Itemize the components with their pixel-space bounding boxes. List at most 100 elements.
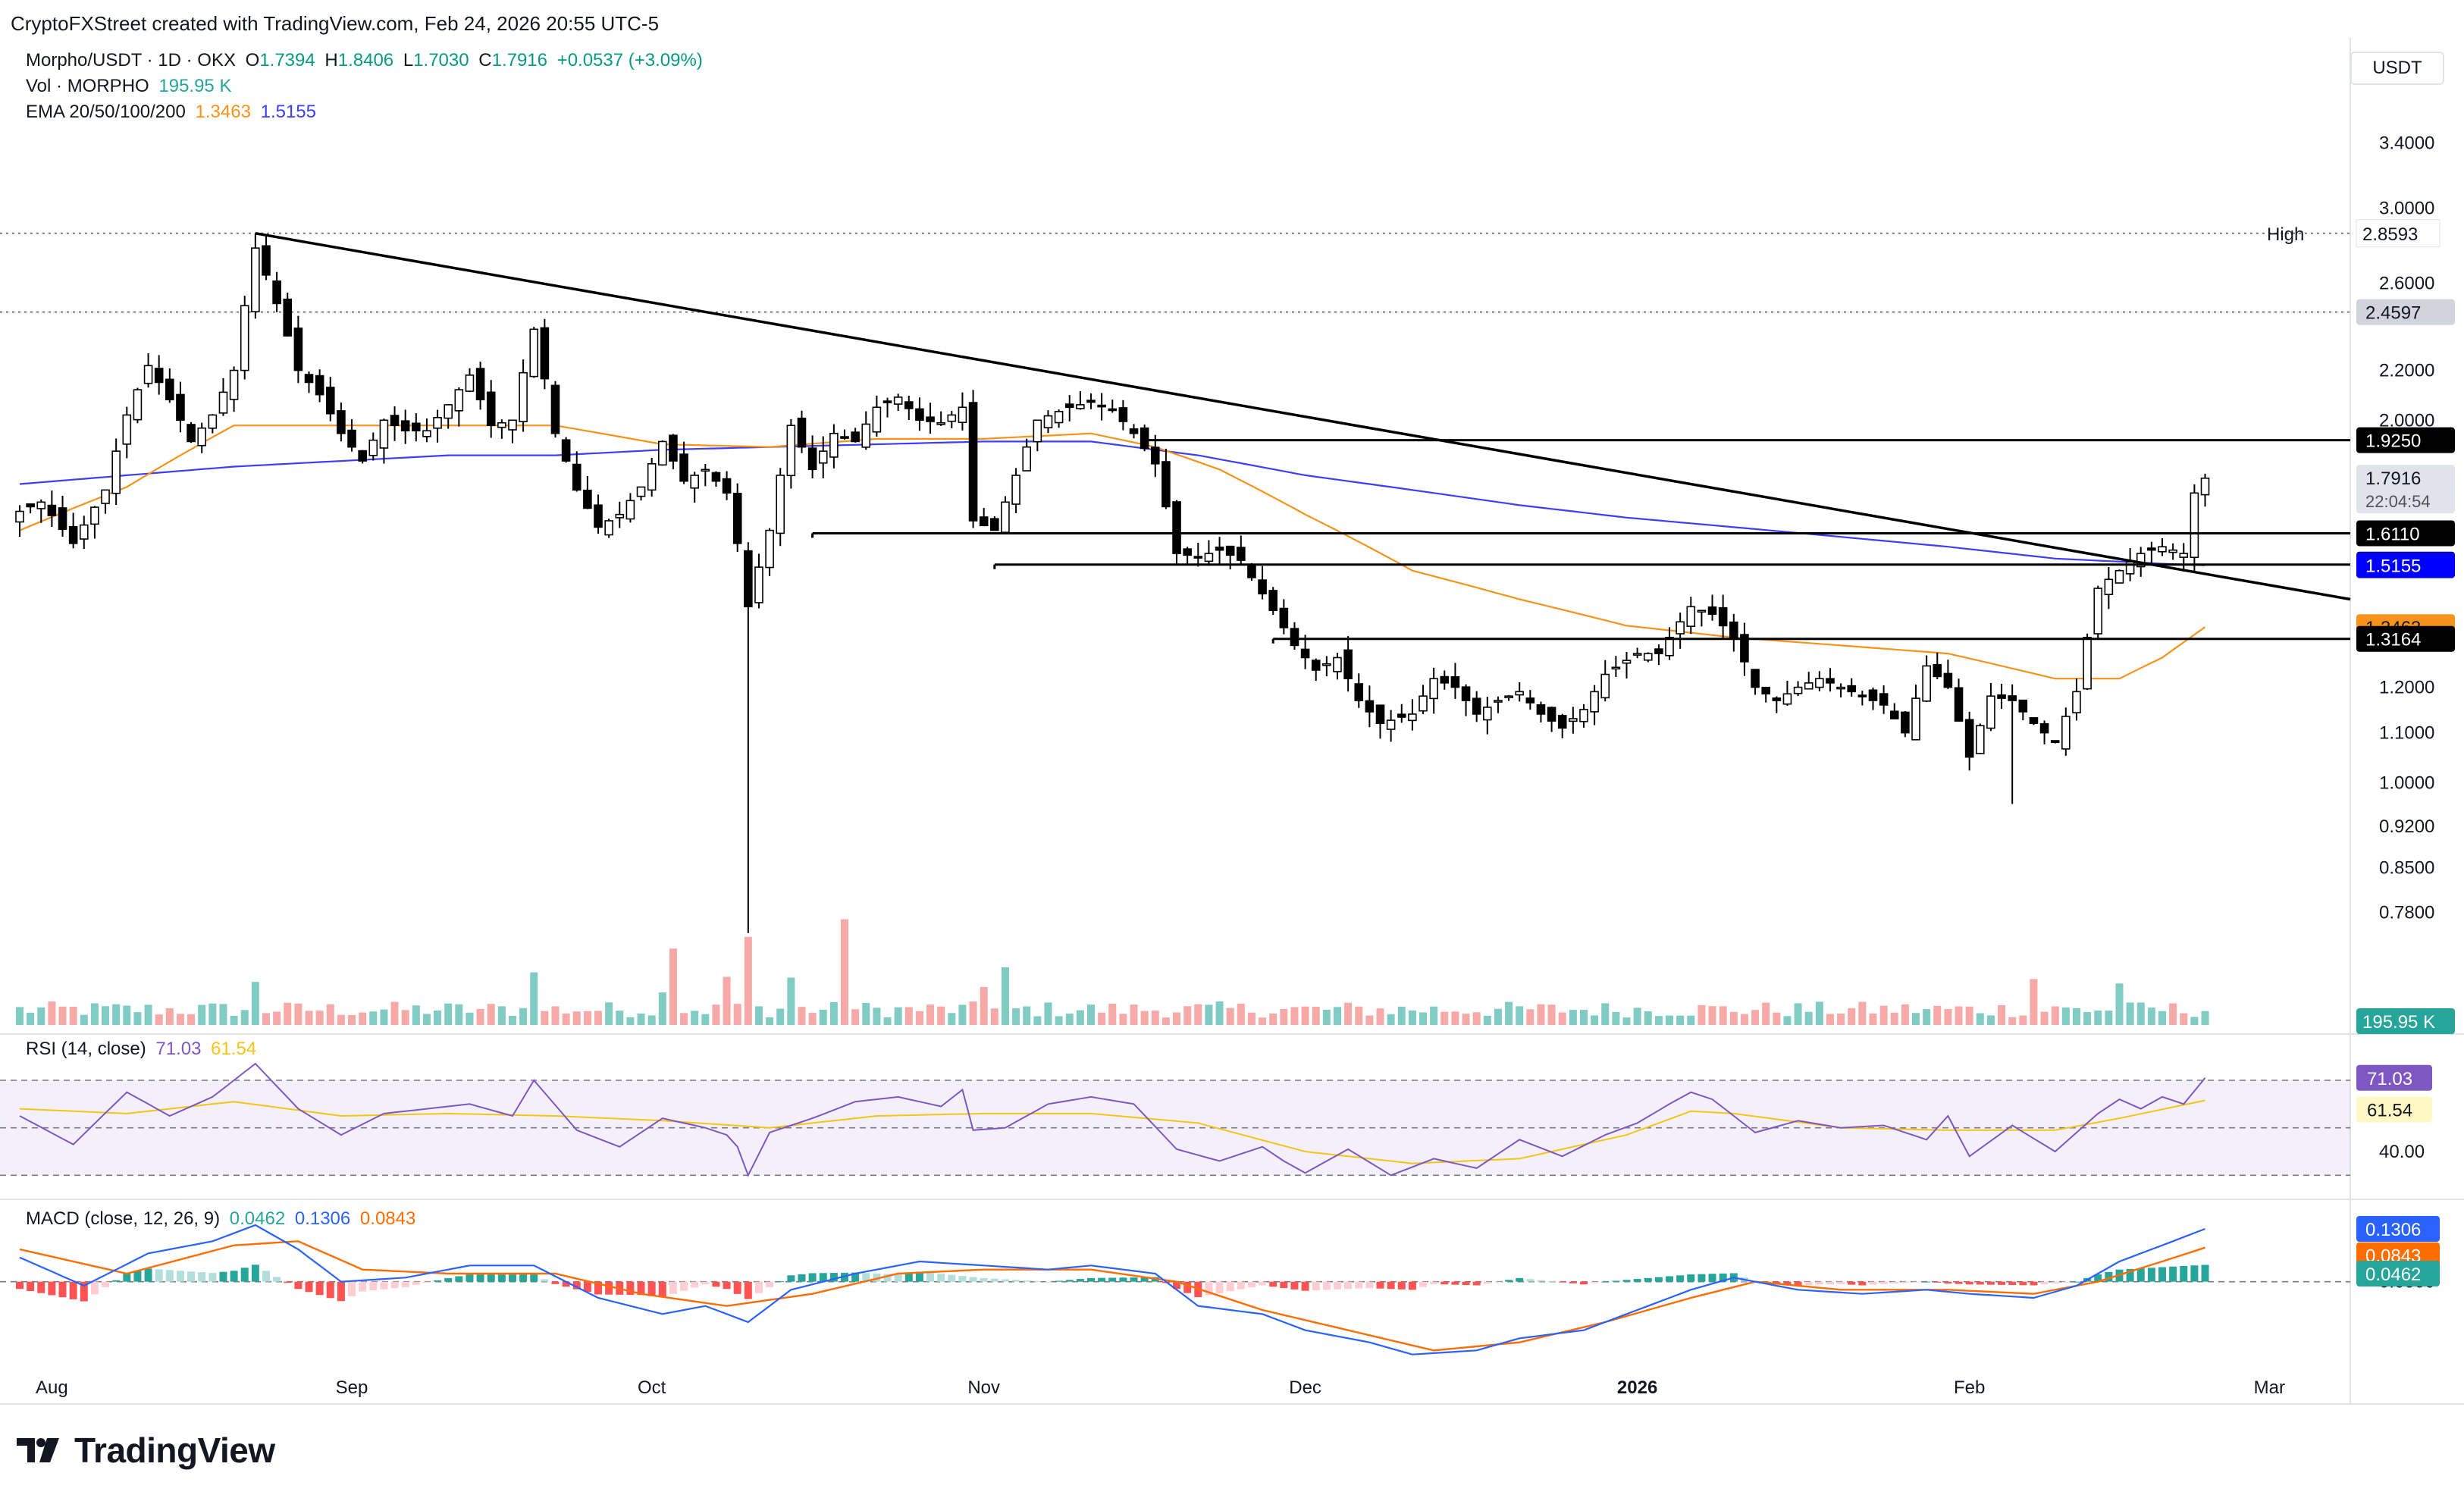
volume-bar	[1237, 1003, 1245, 1025]
price-tick-label: 1.2000	[2379, 678, 2434, 698]
price-badge	[2356, 465, 2455, 514]
volume-bar	[273, 1011, 281, 1025]
candle-body	[2061, 716, 2071, 750]
created-credit: CryptoFXStreet created with TradingView.…	[11, 12, 660, 35]
volume-bar	[1890, 1012, 1898, 1025]
candle-body	[1547, 707, 1556, 722]
volume-bar	[904, 1007, 913, 1025]
volume-bar	[16, 1007, 24, 1025]
rsi-legend: RSI (14, close) 71.03 61.54	[26, 1039, 261, 1060]
macd-histogram-bar	[1098, 1277, 1106, 1282]
volume-bar	[530, 972, 538, 1025]
macd-histogram-bar	[444, 1277, 453, 1282]
macd-histogram-bar	[1205, 1281, 1213, 1296]
price-tick-label: 3.4000	[2379, 133, 2434, 153]
candle-body	[272, 280, 281, 305]
candle-body	[1193, 556, 1203, 559]
macd-histogram-bar	[594, 1281, 603, 1295]
candle-body	[1011, 475, 1020, 505]
macd-histogram-bar	[1183, 1281, 1192, 1293]
volume-bar	[326, 1004, 334, 1025]
candle-body	[444, 404, 453, 419]
price-tick-label: 1.1000	[2379, 723, 2434, 744]
macd-histogram-bar	[401, 1281, 409, 1287]
low-value: 1.7030	[413, 50, 469, 71]
candle-body	[1569, 718, 1578, 722]
macd-histogram-bar	[2180, 1265, 2188, 1282]
macd-histogram-bar	[1312, 1281, 1320, 1291]
macd-histogram-bar	[2040, 1281, 2049, 1285]
volume-bar	[1387, 1014, 1395, 1025]
macd-histogram-bar	[733, 1281, 741, 1294]
macd-histogram-bar	[2008, 1281, 2017, 1286]
time-axis-label: Feb	[1954, 1377, 1985, 1398]
volume-label[interactable]: Vol · MORPHO	[26, 76, 149, 96]
volume-bar	[123, 1005, 131, 1025]
candle-body	[1847, 685, 1857, 693]
volume-bar	[198, 1004, 206, 1025]
macd-histogram-bar	[1944, 1281, 1952, 1284]
volume-bar	[422, 1014, 431, 1025]
candle-body	[454, 389, 464, 412]
candle-body	[1140, 427, 1149, 450]
candle-body	[765, 529, 774, 569]
candle-body	[2039, 722, 2049, 734]
macd-histogram-bar	[1569, 1281, 1577, 1283]
macd-histogram-bar	[841, 1272, 849, 1282]
volume-bar	[647, 1015, 656, 1025]
candle-body	[893, 396, 903, 405]
candle-body	[776, 475, 785, 534]
macd-histogram-bar	[1247, 1281, 1256, 1288]
volume-bar	[1601, 1003, 1610, 1025]
volume-bar	[1355, 1006, 1363, 1025]
volume-bar	[841, 919, 849, 1025]
macd-histogram-bar	[2030, 1281, 2038, 1286]
candle-body	[58, 507, 67, 530]
symbol-label[interactable]: Morpho/USDT · 1D · OKX	[26, 50, 236, 71]
volume-bar	[1161, 1017, 1170, 1025]
volume-bar	[1591, 1015, 1599, 1025]
macd-histogram-bar	[701, 1281, 710, 1285]
tradingview-logo-icon	[17, 1438, 59, 1462]
macd-histogram-bar	[466, 1274, 474, 1282]
candle-body	[1826, 678, 1835, 684]
candle-body	[519, 371, 528, 422]
macd-label[interactable]: MACD (close, 12, 26, 9)	[26, 1208, 221, 1229]
candle-body	[2168, 549, 2177, 553]
volume-bar	[819, 1009, 827, 1025]
price-badge-text: 1.3164	[2365, 630, 2421, 650]
volume-bar	[980, 987, 988, 1025]
volume-bar	[2105, 1011, 2113, 1025]
volume-bar	[455, 1004, 463, 1025]
candle-body	[2179, 553, 2189, 558]
macd-histogram-bar	[915, 1271, 923, 1282]
candle-body	[818, 450, 828, 464]
volume-bar	[284, 1002, 292, 1025]
ema-legend: EMA 20/50/100/200 1.3463 1.5155	[26, 102, 321, 123]
rsi-label[interactable]: RSI (14, close)	[26, 1039, 146, 1059]
candle-body	[1322, 663, 1331, 666]
volume-bar	[1505, 1001, 1513, 1025]
candle-body	[1986, 695, 1995, 729]
volume-bar	[434, 1011, 442, 1025]
macd-histogram-bar	[1344, 1281, 1353, 1290]
volume-bar	[1215, 1001, 1224, 1025]
ema-label[interactable]: EMA 20/50/100/200	[26, 102, 186, 122]
rsi-badge	[2356, 1096, 2432, 1123]
candle-body	[143, 365, 153, 384]
candle-body	[1183, 548, 1192, 556]
candle-body	[2136, 553, 2146, 568]
candle-body	[872, 406, 882, 433]
currency-unit-button[interactable]: USDT	[2350, 52, 2444, 85]
candle-body	[2114, 569, 2124, 584]
macd-histogram-bar	[572, 1281, 581, 1290]
macd-histogram-bar	[1259, 1281, 1267, 1286]
macd-histogram-bar	[2072, 1281, 2080, 1283]
macd-histogram-bar	[1879, 1281, 1888, 1284]
candle-body	[1933, 663, 1942, 678]
volume-bar	[2158, 1011, 2166, 1025]
volume-bar	[605, 1002, 613, 1025]
candle-body	[412, 422, 421, 432]
volume-bar	[883, 1017, 892, 1025]
